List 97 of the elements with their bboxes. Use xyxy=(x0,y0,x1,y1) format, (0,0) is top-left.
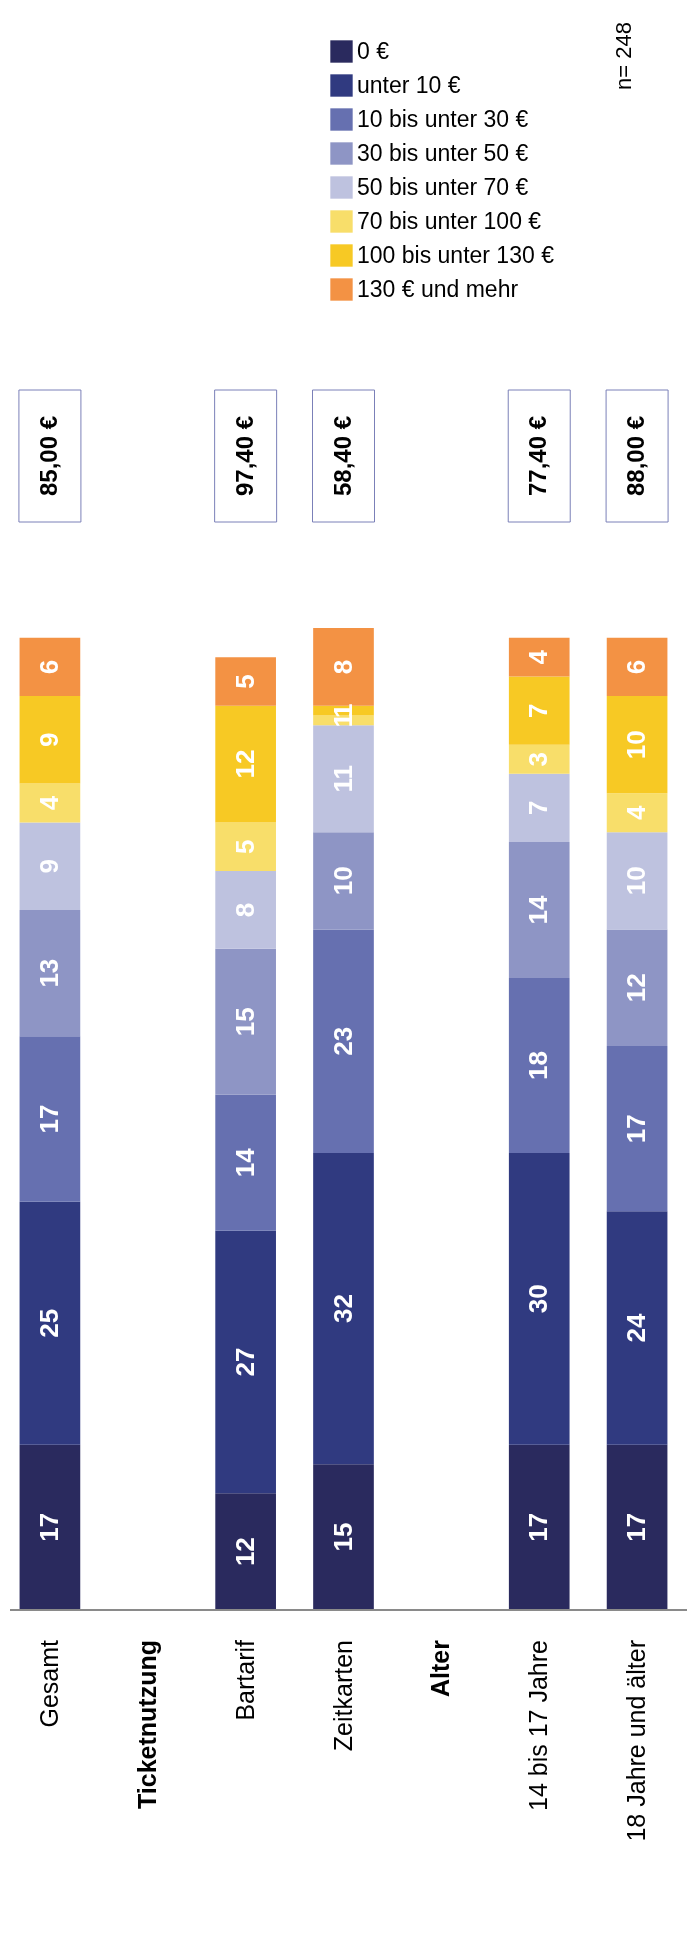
data-label: 10 xyxy=(621,730,652,760)
bar xyxy=(313,628,374,706)
data-label: 14 xyxy=(229,1147,260,1178)
bar xyxy=(508,744,570,774)
text: 97,40 € xyxy=(230,415,258,497)
data-label: 23 xyxy=(327,1026,358,1056)
data-label: 5 xyxy=(229,674,260,689)
data-label: 9 xyxy=(33,732,64,748)
data-label: 18 xyxy=(523,1051,554,1080)
data-label: 10 xyxy=(327,866,358,896)
bar xyxy=(606,1046,668,1212)
text: n= 248 xyxy=(611,22,636,90)
bar xyxy=(606,637,668,697)
data-label: 17 xyxy=(523,1512,554,1542)
data-label: 13 xyxy=(33,958,64,988)
bar xyxy=(19,909,81,1037)
bar xyxy=(215,822,276,872)
bar xyxy=(508,841,570,979)
data-label: 17 xyxy=(33,1104,64,1134)
data-label: 8 xyxy=(229,902,260,918)
bar xyxy=(508,978,570,1154)
x-tick-label: Bartarif xyxy=(230,1639,259,1721)
bar xyxy=(313,929,374,1154)
text: 77,40 € xyxy=(524,415,552,497)
bar xyxy=(215,871,276,949)
x-tick-label: 14 bis 17 Jahre xyxy=(524,1640,553,1811)
data-label: 4 xyxy=(523,649,554,665)
bar xyxy=(313,1464,374,1610)
legend-label: 100 bis unter 130 € xyxy=(357,241,555,268)
x-tick-label: 18 Jahre und älter xyxy=(622,1640,651,1842)
data-label: 17 xyxy=(33,1512,64,1542)
bar xyxy=(606,1444,668,1610)
bar xyxy=(19,783,81,823)
bar xyxy=(606,696,668,794)
bar xyxy=(215,657,276,706)
data-label: 24 xyxy=(621,1313,652,1343)
bar xyxy=(508,1153,570,1445)
bar xyxy=(19,696,81,784)
data-label: 11 xyxy=(327,764,358,793)
bar xyxy=(313,1153,374,1465)
legend-label: 130 € und mehr xyxy=(357,275,519,302)
bar xyxy=(508,773,570,842)
legend-label: 50 bis unter 70 € xyxy=(357,173,529,200)
data-label: 17 xyxy=(621,1512,652,1542)
legend-label: 0 € xyxy=(357,37,390,64)
data-label: 25 xyxy=(33,1308,64,1338)
text: 58,40 € xyxy=(328,415,356,497)
data-label: 12 xyxy=(229,749,260,779)
data-label: 15 xyxy=(229,1007,260,1037)
bar xyxy=(19,1444,81,1610)
data-label: 9 xyxy=(33,858,64,874)
data-label: 15 xyxy=(327,1522,358,1552)
data-label: 32 xyxy=(327,1294,358,1324)
data-label: 30 xyxy=(523,1284,554,1314)
bar xyxy=(313,725,374,833)
bar xyxy=(19,822,81,910)
x-tick-label: Alter xyxy=(426,1639,455,1697)
data-label: 27 xyxy=(229,1347,260,1377)
bar xyxy=(215,705,276,823)
data-label: 7 xyxy=(523,800,554,816)
data-label: 10 xyxy=(621,866,652,896)
bar xyxy=(19,1036,81,1202)
data-label: 4 xyxy=(621,804,652,820)
legend-label: unter 10 € xyxy=(357,71,461,98)
bar xyxy=(508,676,570,745)
data-label: 12 xyxy=(621,973,652,1003)
bar xyxy=(215,1230,276,1494)
data-label: 17 xyxy=(621,1114,652,1144)
bar xyxy=(606,1211,668,1445)
legend-label: 70 bis unter 100 € xyxy=(357,207,542,234)
bar xyxy=(606,832,668,930)
bar xyxy=(215,1094,276,1231)
x-tick-label: Zeitkarten xyxy=(328,1640,357,1752)
data-label: 14 xyxy=(523,894,554,925)
bar xyxy=(215,1493,276,1610)
data-label: 12 xyxy=(229,1537,260,1567)
bar xyxy=(606,929,668,1047)
bar xyxy=(19,1201,81,1445)
data-label: 6 xyxy=(621,659,652,675)
x-tick-label: Gesamt xyxy=(34,1639,63,1728)
data-label: 3 xyxy=(523,752,554,767)
data-label: 6 xyxy=(33,659,64,675)
legend-label: 30 bis unter 50 € xyxy=(357,139,529,166)
bar xyxy=(508,1444,570,1610)
bar xyxy=(313,832,374,930)
data-label: 7 xyxy=(523,703,554,718)
bar xyxy=(508,637,570,677)
legend-label: 10 bis unter 30 € xyxy=(357,105,529,132)
x-tick-label: Ticketnutzung xyxy=(132,1640,161,1809)
bar xyxy=(606,793,668,833)
text: 85,00 € xyxy=(34,415,62,497)
data-label: 5 xyxy=(229,839,260,854)
text: 88,00 € xyxy=(622,415,650,497)
data-label: 4 xyxy=(33,795,64,811)
bar xyxy=(215,948,276,1095)
bar xyxy=(19,637,81,697)
data-label: 8 xyxy=(327,659,358,675)
